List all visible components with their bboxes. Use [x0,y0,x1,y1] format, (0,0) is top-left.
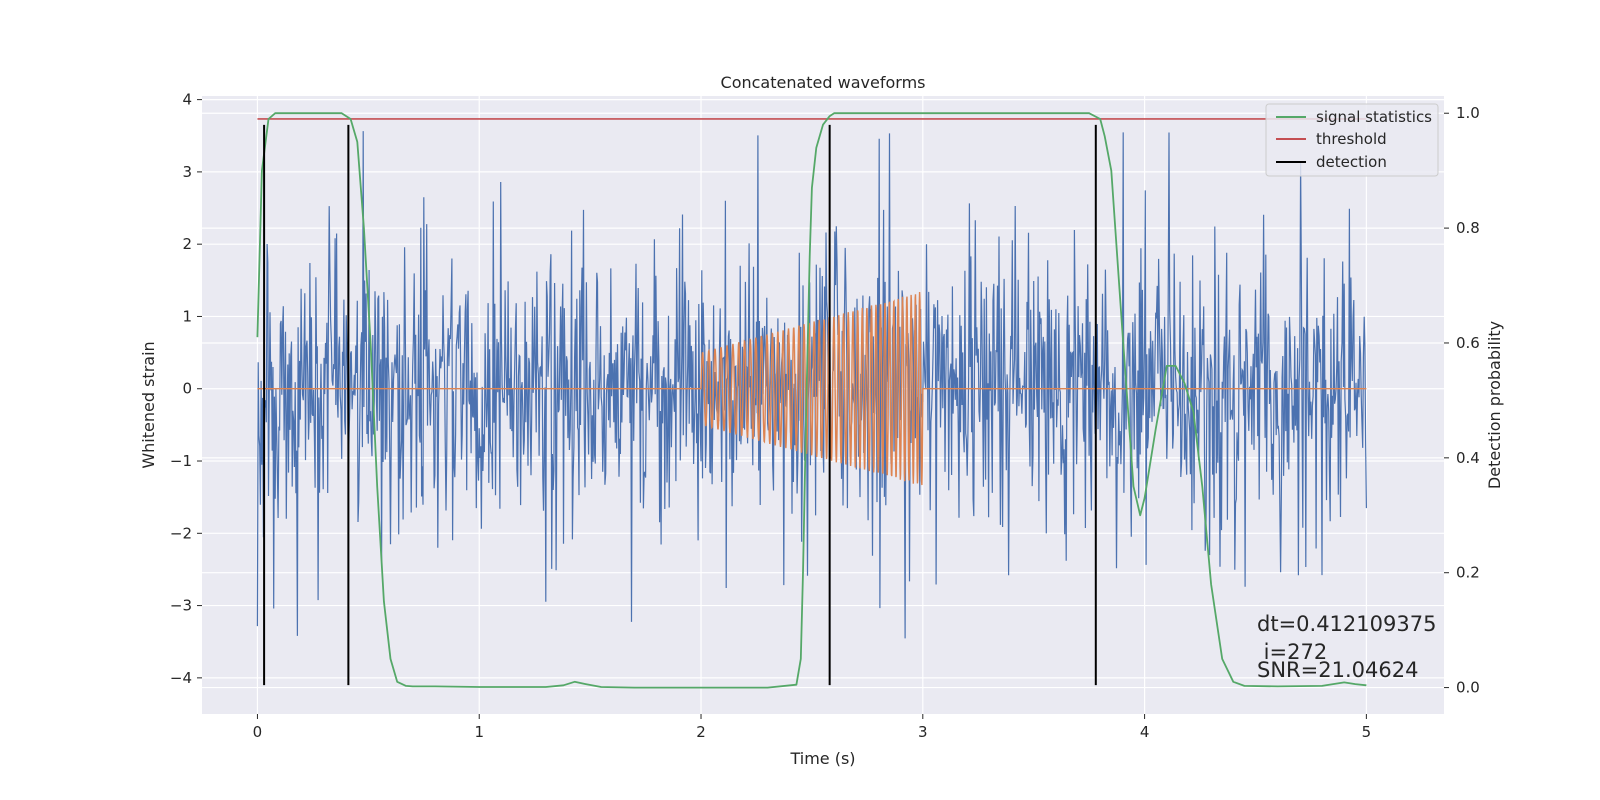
injection-series [257,291,1367,486]
series-layer [256,112,1367,689]
annotation-dt: dt=0.412109375 [1257,612,1436,636]
legend-box [1265,103,1439,177]
y-tick-label: −4 [170,669,192,687]
y-axis-label: Whitened strain [139,341,158,468]
chart-title: Concatenated waveforms [721,73,926,92]
annotation-index: i=272 [1257,640,1327,664]
axes: 0 1 2 3 4 5 4 3 2 1 0 −1 −2 −3 −4 1.0 0.8 0.6 0.4 0.2 0.0 [170,91,1480,741]
annotations: dt=0.412109375 i=272 SNR=21.04624 [1257,612,1436,682]
x-tick-label: 0 [253,723,263,741]
y2-tick-label: 0.8 [1456,219,1480,237]
y2-tick-label: 1.0 [1456,104,1480,122]
y-tick-label: 2 [182,235,192,253]
y-tick-label: 0 [182,380,192,398]
legend-label-signal-statistics: signal statistics [1316,108,1432,126]
x-tick-label: 1 [474,723,484,741]
y2-axis-label: Detection probability [1485,321,1504,489]
x-tick-label: 5 [1362,723,1372,741]
legend: signal statistics threshold detection [1265,103,1439,177]
x-tick-label: 2 [696,723,706,741]
y-tick-label: 4 [182,91,192,109]
y-tick-label: 3 [182,163,192,181]
annotation-snr: SNR=21.04624 [1257,658,1418,682]
signal-statistics-series [256,112,1367,689]
legend-label-threshold: threshold [1316,130,1387,148]
x-tick-label: 3 [918,723,928,741]
y-tick-label: −2 [170,524,192,542]
x-tick-label: 4 [1140,723,1150,741]
y2-tick-label: 0.0 [1456,679,1480,697]
y2-tick-label: 0.6 [1456,334,1480,352]
legend-label-detection: detection [1316,153,1387,171]
y-tick-label: −3 [170,597,192,615]
y-tick-label: −1 [170,452,192,470]
y-tick-label: 1 [182,307,192,325]
y2-tick-label: 0.2 [1456,564,1480,582]
y2-tick-label: 0.4 [1456,449,1480,467]
strain-series [256,131,1367,639]
x-axis-label: Time (s) [789,749,855,768]
